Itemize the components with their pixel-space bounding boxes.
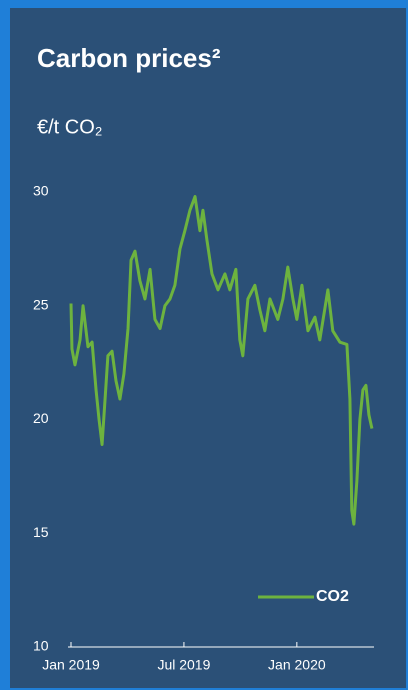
y-tick-label: 10 xyxy=(33,638,49,654)
x-tick-label: Jan 2020 xyxy=(268,657,326,673)
chart-title: Carbon prices² xyxy=(37,43,221,73)
x-tick-label: Jul 2019 xyxy=(157,657,210,673)
data-line xyxy=(69,195,374,526)
y-tick-label: 20 xyxy=(33,410,49,426)
x-tick-label: Jan 2019 xyxy=(42,657,100,673)
chart-subtitle: €/t CO₂ xyxy=(37,116,103,138)
y-tick-label: 15 xyxy=(33,524,49,540)
card xyxy=(10,8,406,688)
legend-label: CO2 xyxy=(316,588,349,605)
y-tick-label: 30 xyxy=(33,183,49,199)
y-tick-label: 25 xyxy=(33,296,49,312)
